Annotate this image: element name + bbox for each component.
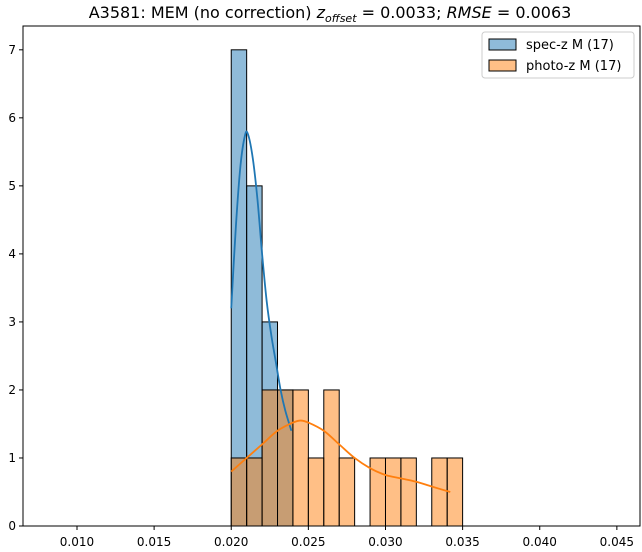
x-tick-label: 0.035: [445, 535, 479, 549]
bar-series1-11: [400, 457, 417, 527]
kde-line-series1: [230, 419, 451, 493]
bar-series0-0: [230, 49, 248, 527]
bar-series1-13: [431, 457, 448, 527]
axes-frame: [22, 25, 641, 527]
x-tick-label: 0.015: [137, 535, 171, 549]
chart-title: A3581: MEM (no correction) zoffset = 0.0…: [89, 3, 572, 25]
legend: spec-z M (17) photo-z M (17): [481, 31, 635, 79]
bar-series1-6: [323, 389, 340, 527]
x-axis: 0.010 0.015 0.020 0.025 0.030 0.035 0.040 0.045: [60, 526, 634, 549]
plot-area: [230, 49, 464, 527]
x-tick-label: 0.025: [291, 535, 325, 549]
bar-series1-2: [261, 389, 279, 527]
legend-box: [481, 31, 635, 79]
y-tick-label: 2: [8, 383, 16, 397]
y-axis: 0 1 2 3 4 5 6 7: [8, 43, 23, 533]
x-tick-label: 0.030: [368, 535, 402, 549]
legend-label-photo-z: photo-z M (17): [526, 59, 621, 74]
x-tick-label: 0.010: [60, 535, 94, 549]
bar-series1-7: [338, 457, 356, 527]
y-tick-label: 7: [8, 43, 16, 57]
legend-swatch-spec-z: [488, 38, 517, 51]
y-tick-label: 3: [8, 315, 16, 329]
x-tick-label: 0.045: [600, 535, 634, 549]
bar-series1-10: [384, 457, 402, 527]
bar-series1-4: [292, 389, 309, 527]
x-tick-label: 0.040: [523, 535, 557, 549]
y-tick-label: 0: [8, 519, 16, 533]
y-tick-label: 5: [8, 179, 16, 193]
legend-swatch-photo-z: [488, 59, 517, 72]
bar-series1-9: [369, 457, 386, 527]
y-tick-label: 1: [8, 451, 16, 465]
y-tick-label: 4: [8, 247, 16, 261]
bar-series1-0: [230, 457, 248, 527]
legend-label-spec-z: spec-z M (17): [526, 38, 614, 53]
y-tick-label: 6: [8, 111, 16, 125]
x-tick-label: 0.020: [214, 535, 248, 549]
bar-series1-1: [246, 457, 263, 527]
bar-series1-5: [307, 457, 325, 527]
kde-line-series0: [230, 130, 293, 432]
